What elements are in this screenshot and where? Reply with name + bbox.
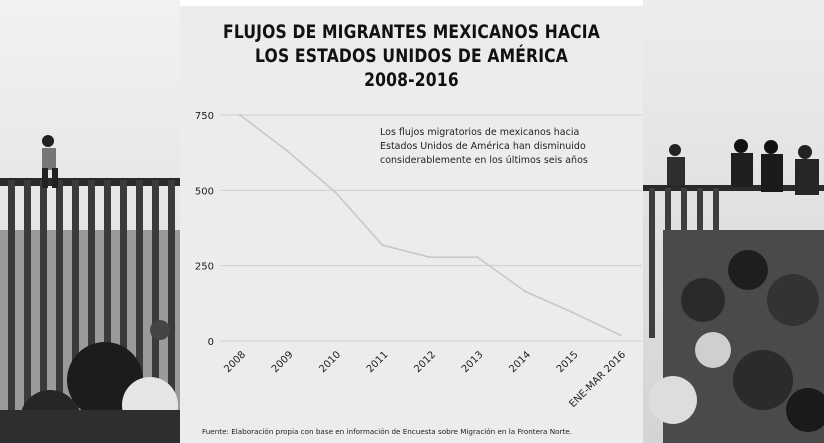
x-tick-label-2012: 2012 [412, 349, 438, 375]
data-point-2015 [571, 311, 574, 314]
left-background-photo [0, 0, 180, 443]
x-tick-label-2008: 2008 [222, 349, 248, 375]
title-line-1: FLUJOS DE MIGRANTES MEXICANOS HACIA [223, 21, 600, 43]
data-point-2012 [428, 256, 432, 259]
data-point-2009 [286, 149, 289, 153]
x-tick-label-2014: 2014 [507, 349, 533, 375]
line-chart: 0 250 500 750 2008 2009 2010 2011 2012 2013 2014 20… [195, 111, 642, 410]
chart-title: FLUJOS DE MIGRANTES MEXICANOS HACIA LOS … [222, 20, 602, 92]
data-point-2013 [476, 256, 479, 259]
source-note: Fuente: Elaboración propia con base en i… [202, 427, 572, 436]
data-point-2008 [238, 113, 242, 117]
x-tick-label-2011: 2011 [365, 349, 391, 375]
chart-annotation: Los flujos migratorios de mexicanos haci… [380, 126, 640, 168]
title-line-3: 2008-2016 [364, 69, 459, 91]
x-tick-label-2010: 2010 [317, 349, 343, 375]
data-point-2011 [381, 243, 384, 247]
annotation-line-3: considerablemente en los últimos seis añ… [380, 155, 588, 166]
data-point-ENE-MAR-2016 [618, 333, 622, 337]
annotation-line-2: Estados Unidos de América han disminuido [380, 141, 586, 152]
data-point-2010 [333, 190, 337, 194]
chart-panel: FLUJOS DE MIGRANTES MEXICANOS HACIA LOS … [180, 6, 643, 443]
annotation-line-1: Los flujos migratorios de mexicanos haci… [380, 127, 580, 138]
y-tick-label-750: 750 [195, 111, 214, 122]
y-tick-label-0: 0 [208, 337, 214, 348]
data-point-2014 [523, 290, 527, 293]
x-tick-label-2013: 2013 [460, 349, 486, 375]
right-background-photo [643, 0, 824, 443]
x-tick-label-2009: 2009 [270, 349, 296, 375]
x-tick-label-2015: 2015 [555, 349, 581, 375]
y-tick-label-500: 500 [195, 186, 214, 197]
title-line-2: LOS ESTADOS UNIDOS DE AMÉRICA [255, 45, 568, 67]
y-tick-label-250: 250 [195, 262, 214, 273]
